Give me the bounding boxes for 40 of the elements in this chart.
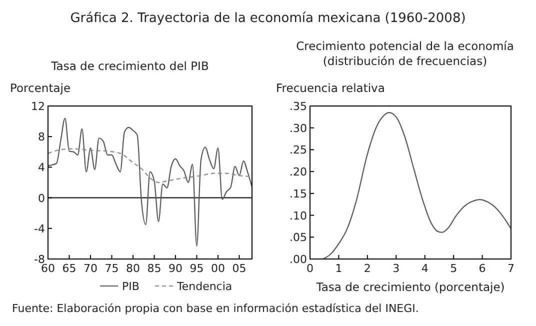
x-tick-label: 6 <box>478 262 486 275</box>
y-tick-label: 12 <box>31 100 45 113</box>
legend-label: Tendencia <box>176 280 232 293</box>
y-tick-label: .35 <box>290 100 307 113</box>
x-tick-label: 2 <box>364 262 371 275</box>
x-tick-label: 75 <box>104 262 119 275</box>
x-tick-label: 7 <box>508 262 514 275</box>
x-tick-label: 5 <box>450 262 458 275</box>
y-tick-label: .20 <box>290 166 307 179</box>
chart-subtitle: (distribución de frecuencias) <box>322 54 488 68</box>
y-tick-label: 0 <box>38 192 45 205</box>
y-tick-label: 4 <box>38 161 45 174</box>
x-tick-label: 95 <box>190 262 204 275</box>
chart-title: Crecimiento potencial de la economía <box>296 39 514 53</box>
y-tick-label: .00 <box>290 253 307 266</box>
y-tick-label: .30 <box>290 122 307 135</box>
x-tick-label: 3 <box>392 262 400 275</box>
x-tick-label: 90 <box>168 262 182 275</box>
x-tick-label: 4 <box>421 262 428 275</box>
y-axis-title: Porcentaje <box>10 81 71 95</box>
y-tick-label: .25 <box>290 144 307 157</box>
x-tick-label: 70 <box>84 262 98 275</box>
x-tick-label: 1 <box>335 262 342 275</box>
x-tick-label: 05 <box>232 262 246 275</box>
y-tick-label: -4 <box>34 222 45 236</box>
chart-title: Tasa de crecimiento del PIB <box>50 59 209 73</box>
x-tick-label: 80 <box>126 262 140 275</box>
y-tick-label: .05 <box>290 231 307 244</box>
x-axis-title: Tasa de crecimiento (porcentaje) <box>315 280 505 294</box>
x-tick-label: 60 <box>41 262 55 275</box>
y-axis-title: Frecuencia relativa <box>276 81 385 95</box>
text: Gráfica 2. Trayectoria de la economía mexicana (1960-2008) <box>70 11 466 26</box>
x-tick-label: 85 <box>147 262 162 275</box>
x-tick-label: 00 <box>211 262 225 275</box>
legend-label: PIB <box>122 280 140 293</box>
y-tick-label: .15 <box>290 187 307 200</box>
source-note: Fuente: Elaboración propia con base en información estadística del INEGI. <box>12 302 419 315</box>
y-tick-label: 8 <box>38 130 45 144</box>
x-tick-label: 65 <box>62 262 76 275</box>
y-tick-label: .10 <box>290 209 307 222</box>
